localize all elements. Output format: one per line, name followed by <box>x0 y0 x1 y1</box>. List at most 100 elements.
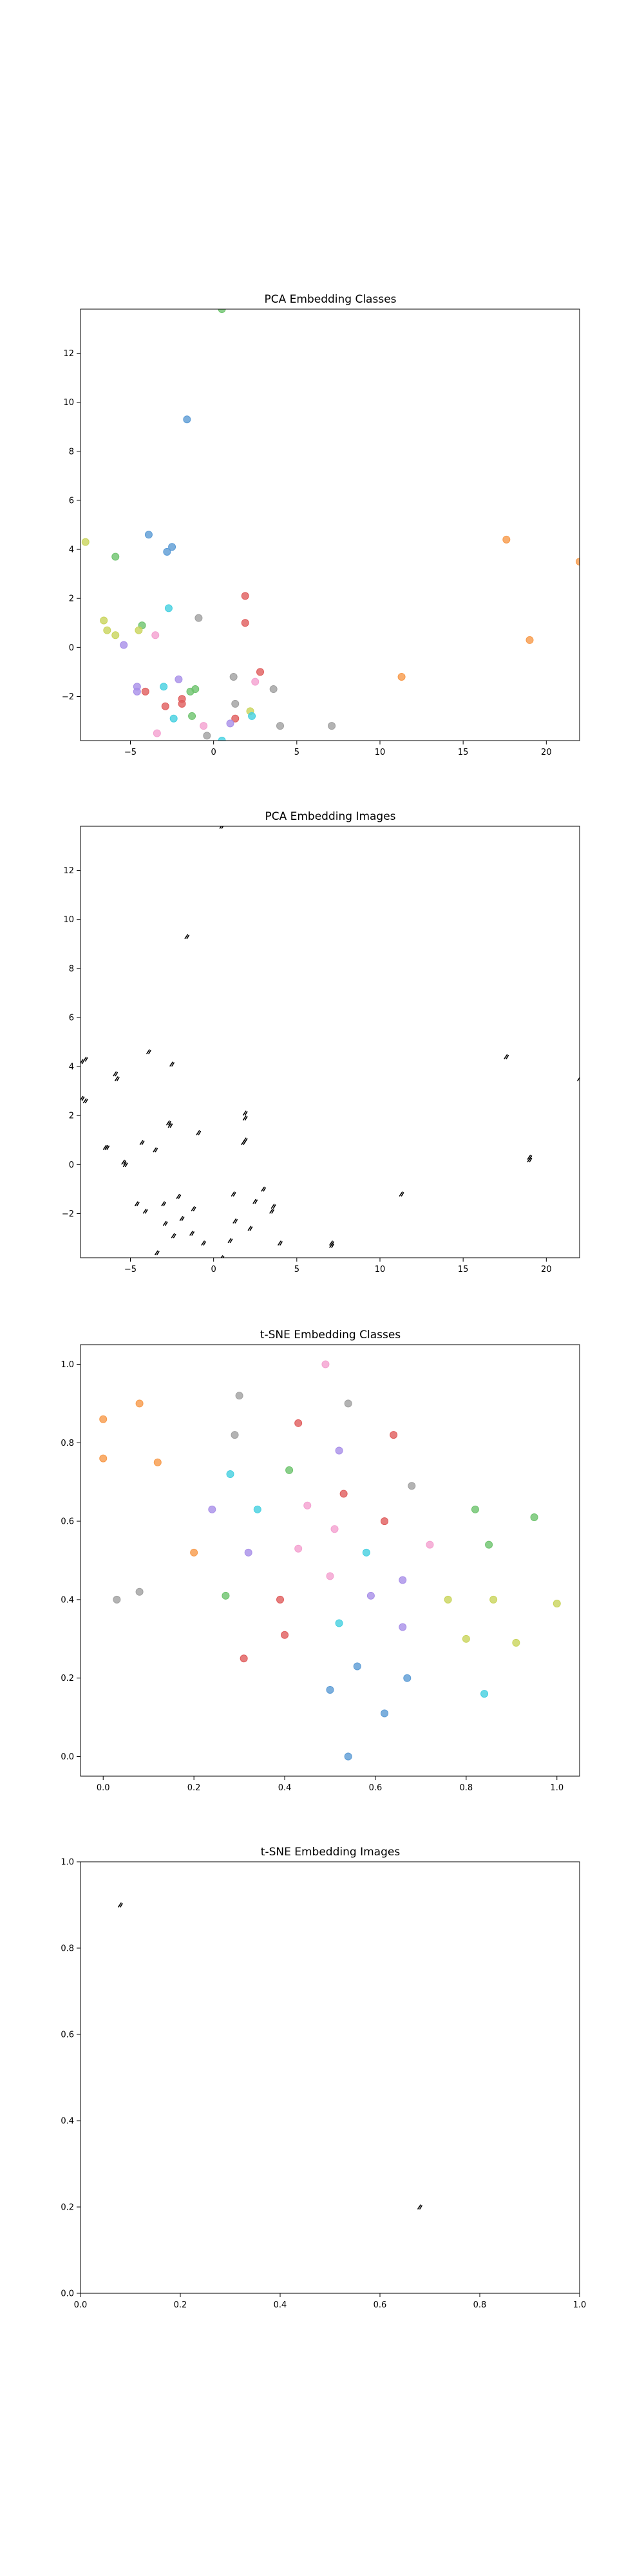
plot-area <box>80 1345 580 1776</box>
scatter-point <box>120 641 128 649</box>
x-tick-label: 0.8 <box>460 1783 473 1793</box>
scatter-point <box>321 1360 330 1368</box>
scatter-point <box>285 1466 294 1474</box>
x-tick-label: −5 <box>124 748 137 757</box>
scatter-point <box>381 1709 389 1718</box>
y-tick-label: 0 <box>69 1160 74 1170</box>
y-tick-label: 8 <box>69 447 74 457</box>
scatter-point <box>502 535 511 544</box>
y-tick-label: 0 <box>69 643 74 653</box>
scatter-point <box>251 677 260 686</box>
scatter-point <box>153 1458 162 1466</box>
image-thumbnail <box>184 934 190 940</box>
image-thumbnail <box>142 1208 148 1214</box>
axes-frame <box>80 1344 580 1777</box>
image-thumbnail <box>278 1240 283 1245</box>
x-tick-label: 15 <box>458 1265 469 1274</box>
marks <box>80 826 580 1258</box>
y-tick-label: 2 <box>69 594 74 604</box>
scatter-point <box>276 1595 284 1604</box>
scatter-point <box>303 1501 312 1510</box>
scatter-point <box>294 1544 303 1553</box>
scatter-point <box>194 614 203 622</box>
y-tick-label: 8 <box>69 964 74 974</box>
x-tick-label: 20 <box>541 748 552 757</box>
scatter-point <box>203 732 211 740</box>
scatter-point <box>530 1513 538 1521</box>
image-thumbnail <box>176 1194 182 1199</box>
scatter-point <box>160 683 168 691</box>
x-tick-label: 0.0 <box>74 2300 88 2310</box>
image-thumbnail <box>261 1186 266 1192</box>
scatter-point <box>133 687 141 696</box>
x-tick-label: 0.0 <box>97 1783 110 1793</box>
scatter-point <box>226 719 234 728</box>
scatter-point <box>576 558 580 566</box>
image-thumbnail <box>139 1140 145 1145</box>
tsne-images-panel: t-SNE Embedding Images 0.0 0.2 0.4 0.6 0.8 1.… <box>61 1846 586 2310</box>
scatter-point <box>353 1662 361 1671</box>
scatter-point <box>328 722 336 730</box>
scatter-point <box>218 309 226 313</box>
scatter-point <box>335 1446 343 1455</box>
x-tick-label: 0.2 <box>187 1783 201 1793</box>
y-tick-label: 6 <box>69 1013 74 1023</box>
scatter-point <box>99 1454 108 1463</box>
scatter-point <box>178 699 186 708</box>
x-tick-label: 10 <box>375 748 386 757</box>
image-thumbnail <box>196 1130 202 1135</box>
image-thumbnail <box>122 1162 128 1168</box>
image-thumbnail <box>161 1201 166 1207</box>
scatter-point <box>362 1548 370 1557</box>
scatter-point <box>164 604 173 612</box>
scatter-point <box>294 1419 303 1427</box>
image-thumbnail <box>242 1115 248 1121</box>
y-tick-label: 0.8 <box>61 1944 74 1954</box>
scatter-point <box>103 626 111 634</box>
scatter-point <box>231 699 240 708</box>
x-tick-label: 0.4 <box>278 1783 292 1793</box>
scatter-point <box>200 722 208 730</box>
plot-area <box>80 309 580 741</box>
scatter-point <box>269 685 278 694</box>
scatter-point <box>326 1572 334 1580</box>
image-thumbnail <box>231 1191 236 1197</box>
scatter-point <box>141 687 149 696</box>
plot-area <box>80 1862 580 2293</box>
scatter-point <box>240 1654 248 1663</box>
y-tick-label: 0.0 <box>61 1752 74 1762</box>
image-thumbnail <box>227 1238 233 1244</box>
image-thumbnail <box>153 1147 158 1153</box>
scatter-point <box>335 1619 343 1627</box>
axes-frame <box>80 826 580 1258</box>
image-thumbnail <box>252 1198 258 1204</box>
scatter-point <box>113 1595 121 1604</box>
image-thumbnail <box>118 1902 123 1908</box>
scatter-point <box>235 1392 243 1400</box>
marks <box>81 309 580 741</box>
scatter-point <box>253 1505 261 1513</box>
scatter-point <box>471 1505 479 1513</box>
x-tick-label: 1.0 <box>550 1783 564 1793</box>
x-tick-label: 15 <box>458 748 469 757</box>
scatter-point <box>408 1482 416 1490</box>
scatter-point <box>208 1505 216 1513</box>
scatter-point <box>553 1600 561 1607</box>
marks <box>118 1902 422 2210</box>
image-thumbnail <box>113 1071 118 1077</box>
image-thumbnail <box>201 1240 206 1245</box>
image-thumbnail <box>220 1255 225 1258</box>
y-tick-label: 0.2 <box>61 2203 74 2213</box>
image-thumbnail <box>399 1191 404 1197</box>
scatter-point <box>489 1595 498 1604</box>
x-tick-label: 0.2 <box>174 2300 187 2310</box>
image-thumbnail <box>270 1204 276 1209</box>
scatter-point <box>169 714 178 723</box>
image-thumbnail <box>577 1077 580 1081</box>
scatter-point <box>190 1548 198 1557</box>
x-tick-label: 20 <box>541 1265 552 1274</box>
scatter-point <box>186 687 194 696</box>
scatter-point <box>135 626 143 634</box>
plot-area <box>80 826 580 1258</box>
scatter-point <box>344 1752 352 1761</box>
